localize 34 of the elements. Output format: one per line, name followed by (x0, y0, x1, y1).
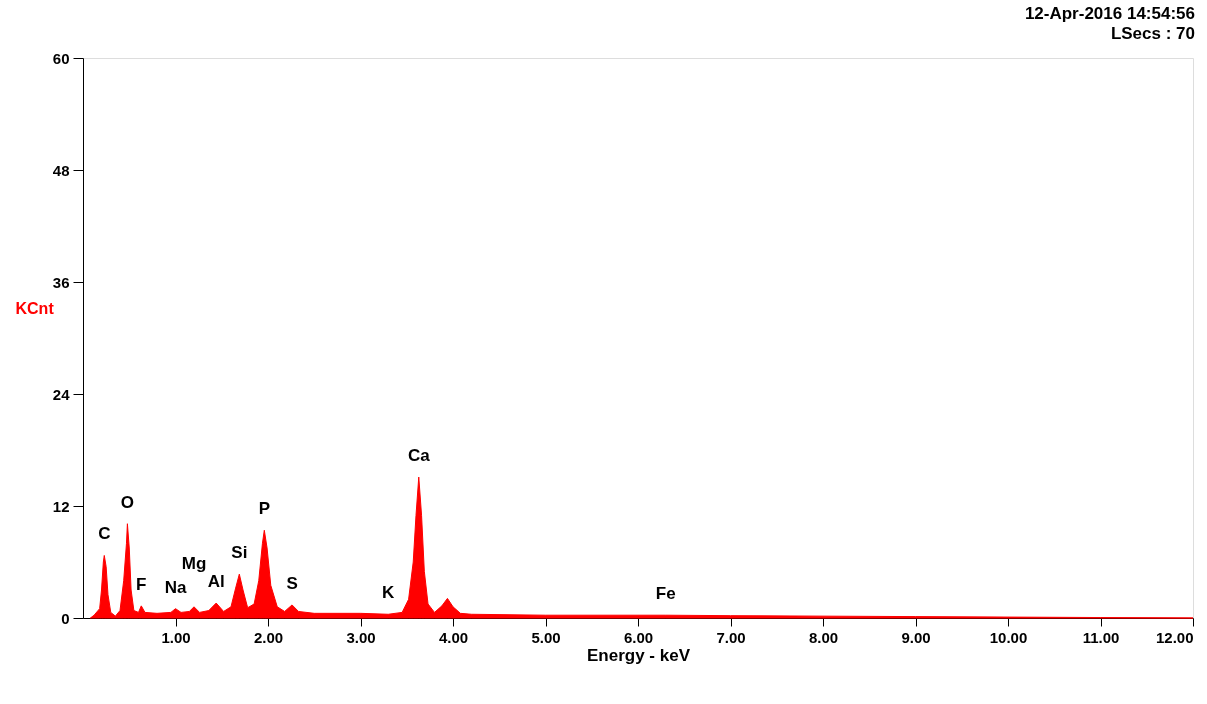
annotation: Si (231, 543, 248, 563)
y-tick-label: 36 (52, 273, 70, 291)
x-axis-title: Energy - keV (587, 645, 691, 665)
chart-title: 12-Apr-2016 14:54:56 (1024, 4, 1195, 23)
y-tick-label: 12 (52, 497, 70, 515)
annotation: O (120, 492, 135, 512)
x-tick-label: 11.00 (1082, 628, 1120, 646)
y-axis-title: KCnt (15, 299, 55, 317)
annotation: Na (164, 577, 187, 597)
y-tick-label: 24 (52, 385, 71, 403)
annotation: F (136, 574, 147, 594)
annotation: Fe (655, 584, 676, 604)
x-tick-label: 1.00 (161, 628, 191, 646)
x-tick-label: 7.00 (716, 628, 746, 646)
x-tick-label: 5.00 (531, 628, 561, 646)
x-tick-label: 8.00 (808, 628, 839, 646)
x-tick-label: 9.00 (901, 628, 931, 646)
chart-subtitle: LSecs : 70 (1110, 24, 1195, 43)
x-tick-label: 3.00 (346, 628, 376, 646)
y-tick-label: 0 (61, 609, 70, 627)
annotation: C (98, 524, 111, 544)
annotation: Mg (181, 553, 207, 573)
x-tick-label: 2.00 (253, 628, 284, 646)
y-tick-label: 60 (52, 49, 70, 67)
annotation: Al (207, 572, 225, 592)
annotation: K (382, 583, 396, 603)
annotation: S (286, 573, 298, 593)
y-tick-label: 48 (52, 161, 70, 179)
annotation: P (258, 499, 270, 519)
x-tick-label: 12.00 (1155, 628, 1194, 646)
annotation: Ca (407, 446, 431, 466)
x-tick-label: 6.00 (623, 628, 654, 646)
x-tick-label: 4.00 (438, 628, 469, 646)
x-tick-label: 10.00 (989, 628, 1028, 646)
